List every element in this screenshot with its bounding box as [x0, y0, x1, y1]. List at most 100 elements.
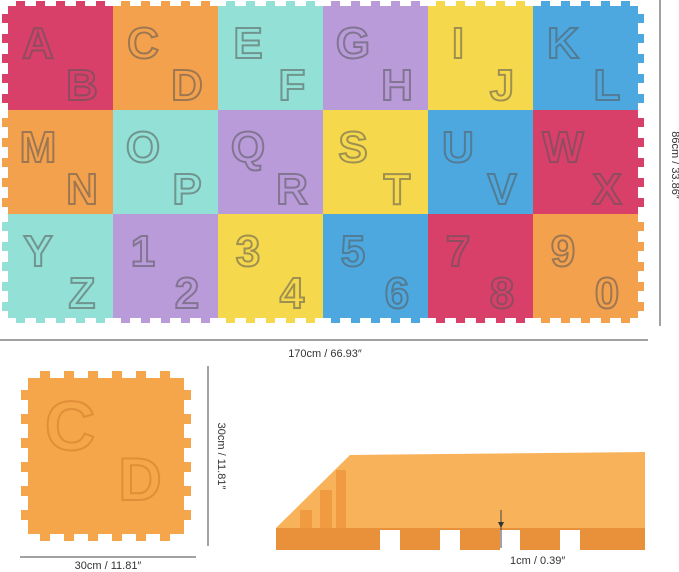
tile-perspective — [276, 452, 645, 550]
tile-letter: P — [172, 165, 201, 214]
tile-body — [8, 110, 113, 214]
tab — [2, 178, 9, 187]
tab — [411, 1, 420, 7]
tile: 12 — [113, 214, 218, 323]
tile: OP — [113, 110, 218, 215]
tile: 78 — [428, 214, 533, 323]
tile-letter: 1 — [131, 227, 155, 276]
tile-letter: H — [381, 61, 413, 110]
tab — [411, 317, 420, 323]
tile-letter: X — [592, 165, 621, 214]
tab — [2, 34, 9, 43]
tab — [181, 1, 190, 7]
tab — [2, 118, 9, 127]
tile-letter: Y — [23, 227, 52, 276]
tile-body — [113, 6, 218, 110]
tile: 90 — [533, 214, 644, 323]
tab — [2, 74, 9, 83]
tab — [286, 1, 295, 7]
tab — [2, 222, 9, 231]
tile-letter: 2 — [175, 269, 199, 318]
tile-body — [218, 214, 323, 318]
tab — [226, 1, 235, 7]
tile-letter: K — [547, 19, 579, 68]
tab — [160, 371, 170, 379]
tab — [181, 317, 190, 323]
tab — [266, 317, 275, 323]
tab — [637, 54, 644, 63]
tab — [391, 317, 400, 323]
tab — [136, 533, 146, 541]
tile-body — [218, 110, 323, 214]
tile-height-label: 30cm / 11.81″ — [215, 423, 227, 490]
tab — [436, 317, 445, 323]
tile: 56 — [323, 214, 428, 323]
tab — [286, 317, 295, 323]
tab — [21, 486, 29, 496]
tab — [541, 317, 550, 323]
tile-tabs — [21, 371, 191, 541]
tile-letter: J — [490, 61, 514, 110]
tile-letter: Z — [69, 269, 96, 318]
tab — [351, 1, 360, 7]
tab — [601, 1, 610, 7]
tab — [637, 262, 644, 271]
tab — [331, 1, 340, 7]
tile-letter: 8 — [490, 269, 514, 318]
tab — [183, 414, 191, 424]
tile: UV — [428, 110, 533, 215]
tab — [76, 317, 85, 323]
tab — [141, 1, 150, 7]
tab — [637, 74, 644, 83]
tile-letter: C — [45, 387, 96, 465]
tile-body — [533, 214, 638, 318]
tab — [121, 317, 130, 323]
tab — [36, 317, 45, 323]
thickness-label: 1cm / 0.39″ — [510, 555, 565, 567]
tab — [637, 282, 644, 291]
tab — [637, 242, 644, 251]
tile-letter: 9 — [551, 227, 575, 276]
tab — [516, 317, 525, 323]
tile-letter: E — [233, 19, 262, 68]
tab — [456, 1, 465, 7]
tile-letter: M — [20, 123, 57, 172]
tab — [21, 414, 29, 424]
tile-letter: C — [127, 19, 159, 68]
tile-letter: S — [338, 123, 367, 172]
tile-letter: 7 — [446, 227, 470, 276]
tile-body — [113, 214, 218, 318]
tile-body — [28, 378, 184, 534]
tab — [56, 1, 65, 7]
tile-letter: R — [276, 165, 308, 214]
tab — [601, 317, 610, 323]
tab — [183, 438, 191, 448]
tile-letter: Q — [231, 123, 265, 172]
tab — [637, 222, 644, 231]
tab — [331, 317, 340, 323]
tile-body — [533, 6, 638, 110]
tab — [64, 371, 74, 379]
tab — [226, 317, 235, 323]
tile: AB — [2, 1, 113, 111]
tile-body — [323, 110, 428, 214]
tab — [36, 1, 45, 7]
tab — [2, 198, 9, 207]
tile-letter: D — [118, 446, 161, 513]
tab — [112, 533, 122, 541]
tab — [40, 533, 50, 541]
tile-body — [8, 6, 113, 110]
tab — [183, 390, 191, 400]
tile-letter: B — [66, 61, 98, 110]
tile: GH — [323, 1, 428, 111]
tab — [391, 1, 400, 7]
tab — [141, 317, 150, 323]
tab — [637, 158, 644, 167]
tab — [516, 1, 525, 7]
tile-body — [428, 110, 533, 214]
tab — [351, 317, 360, 323]
tile-letter: D — [171, 61, 203, 110]
tab — [637, 302, 644, 311]
tab — [306, 1, 315, 7]
